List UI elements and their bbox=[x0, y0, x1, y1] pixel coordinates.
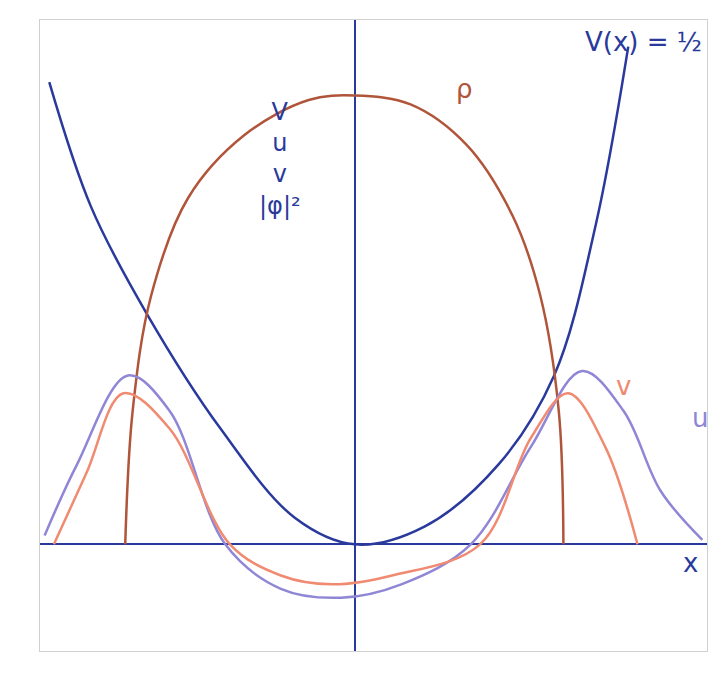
svg-text:u: u bbox=[692, 403, 708, 433]
svg-text:Vuv|φ|²: Vuv|φ|² bbox=[259, 98, 301, 220]
svg-text:ρ: ρ bbox=[456, 74, 473, 104]
svg-text:x: x bbox=[683, 548, 698, 578]
svg-text:v: v bbox=[616, 371, 631, 401]
svg-text:V(x) = ½: V(x) = ½ bbox=[585, 27, 702, 57]
